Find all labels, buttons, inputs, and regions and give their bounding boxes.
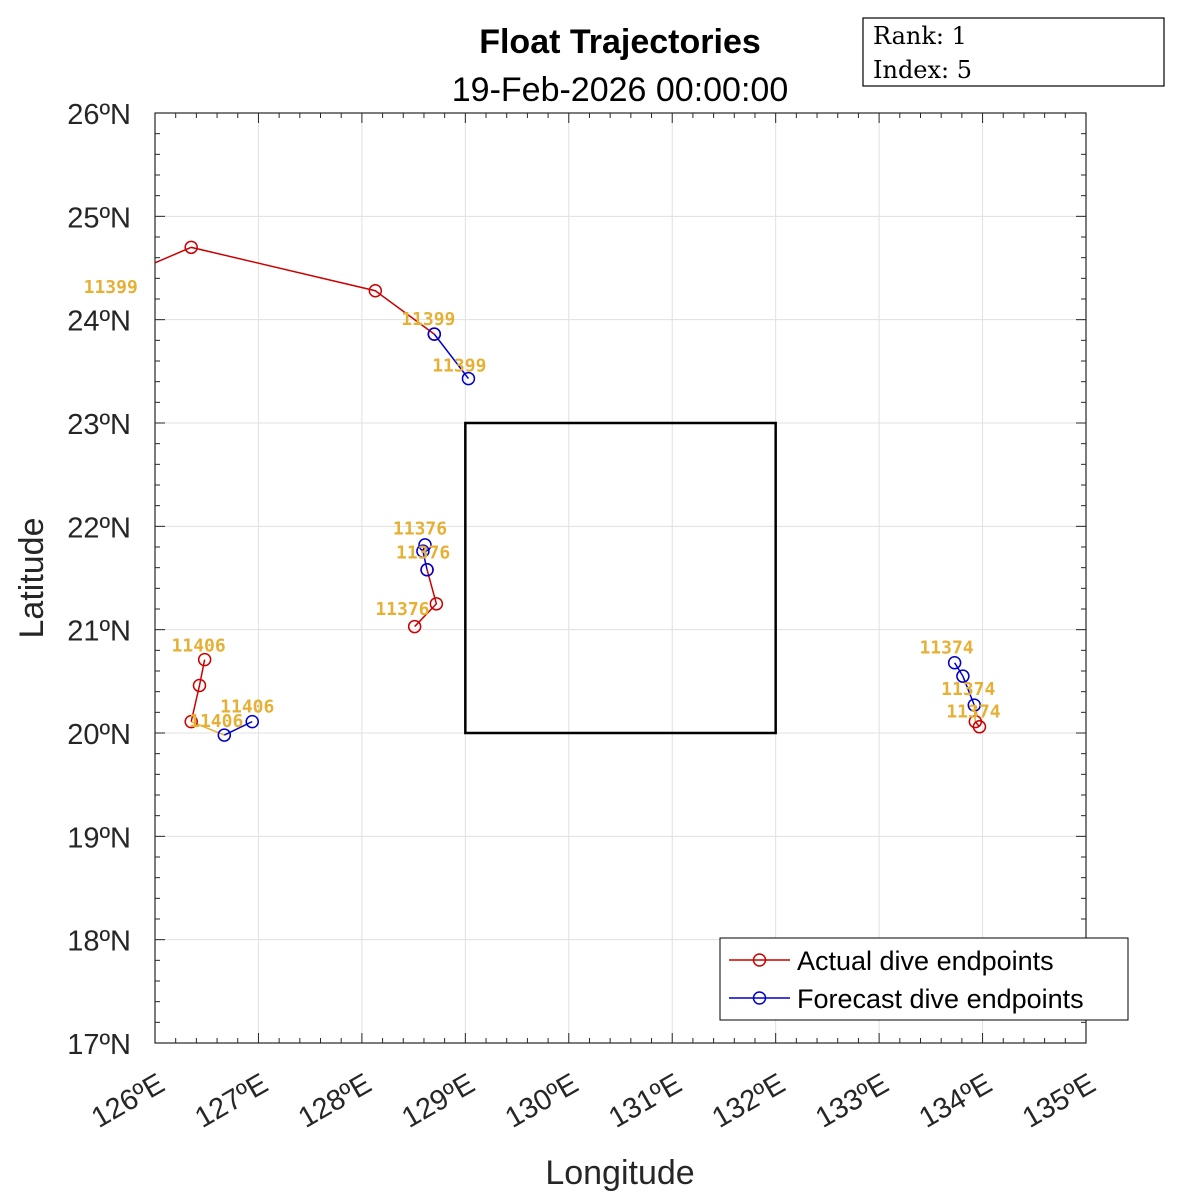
x-tick-label: 132ºE (707, 1068, 791, 1135)
forecast-endpoint-11376 (416, 544, 430, 558)
float-id-label-11399: 11399 (401, 309, 455, 330)
actual-endpoint-11406 (197, 652, 212, 667)
y-tick-label: 18ºN (67, 926, 131, 958)
actual-endpoint-11399 (184, 240, 198, 255)
x-tick-label: 135ºE (1017, 1068, 1101, 1135)
y-tick-label: 21ºN (67, 616, 131, 648)
actual-endpoint-11406 (184, 714, 198, 729)
float-id-label-11376: 11376 (375, 599, 429, 620)
x-tick-label: 126ºE (86, 1068, 170, 1135)
float-id-label-11406: 11406 (189, 711, 243, 732)
float-id-label-11406: 11406 (220, 696, 274, 717)
forecast-endpoint-11399 (427, 327, 442, 341)
forecast-endpoint-11376 (418, 538, 432, 552)
actual-track-11406 (190, 659, 206, 722)
info-box: Rank: 1 Index: 5 (862, 17, 1165, 87)
actual-endpoint-11399 (368, 283, 383, 298)
actual-endpoint-11406 (192, 678, 207, 693)
float-id-label-11376: 11376 (393, 519, 447, 540)
x-axis-label: Longitude (545, 1154, 694, 1192)
chart-subtitle: 19-Feb-2026 00:00:00 (452, 71, 788, 109)
index-text: Index: 5 (873, 56, 972, 84)
actual-track-11376 (414, 569, 438, 628)
forecast-track-11374 (953, 662, 975, 706)
float-id-label-11376: 11376 (396, 542, 450, 563)
axes-frame (154, 112, 1087, 1044)
x-tick-label: 128ºE (293, 1068, 377, 1135)
y-tick-label: 22ºN (67, 512, 131, 544)
legend-actual-marker (752, 953, 767, 967)
chart-title: Float Trajectories (479, 23, 761, 61)
float-id-label-11374: 11374 (946, 702, 1000, 723)
x-tick-label: 134ºE (914, 1068, 998, 1135)
actual-endpoint-11374 (968, 714, 983, 729)
forecast-endpoint-11406 (217, 728, 232, 742)
forecast-endpoint-11374 (956, 669, 970, 683)
y-tick-label: 25ºN (67, 202, 131, 234)
legend-actual-label: Actual dive endpoints (797, 946, 1054, 976)
y-tick-label: 23ºN (67, 409, 131, 441)
float-id-label-11374: 11374 (941, 679, 995, 700)
x-tick-label: 133ºE (810, 1068, 894, 1135)
legend-frame (719, 937, 1129, 1021)
x-tick-label: 130ºE (500, 1068, 584, 1135)
forecast-endpoint-11376 (420, 562, 434, 577)
y-tick-label: 24ºN (67, 306, 131, 338)
forecast-endpoint-11399 (461, 371, 476, 386)
x-tick-label: 131ºE (603, 1068, 687, 1135)
region-box (464, 421, 777, 735)
legend-forecast-marker (752, 991, 767, 1005)
y-tick-label: 26ºN (67, 99, 131, 131)
actual-endpoint-11376 (429, 597, 444, 611)
forecast-track-11399 (433, 333, 470, 380)
forecast-track-11406 (223, 720, 253, 736)
float-id-label-11406: 11406 (172, 635, 226, 656)
x-tick-label: 129ºE (397, 1068, 481, 1135)
legend: Actual dive endpoints Forecast dive endp… (719, 937, 1129, 1021)
y-tick-label: 20ºN (67, 719, 131, 751)
float-id-label-11399: 11399 (432, 355, 486, 376)
forecast-endpoint-11374 (967, 698, 982, 712)
actual-endpoint-11376 (407, 619, 422, 634)
y-tick-label: 17ºN (67, 1029, 131, 1061)
float-id-label-11399: 11399 (84, 277, 138, 298)
info-box-frame (862, 17, 1165, 87)
x-tick-label: 127ºE (190, 1068, 274, 1135)
float-id-label-11374: 11374 (919, 637, 973, 658)
forecast-endpoint-11406 (245, 714, 259, 729)
rank-text: Rank: 1 (873, 22, 967, 50)
y-tick-label: 19ºN (67, 822, 131, 854)
connector-line-11374 (973, 705, 977, 722)
legend-forecast-label: Forecast dive endpoints (797, 984, 1084, 1014)
forecast-endpoint-11374 (947, 655, 962, 670)
actual-track-11399 (155, 246, 435, 335)
y-axis-label: Latitude (13, 518, 51, 639)
